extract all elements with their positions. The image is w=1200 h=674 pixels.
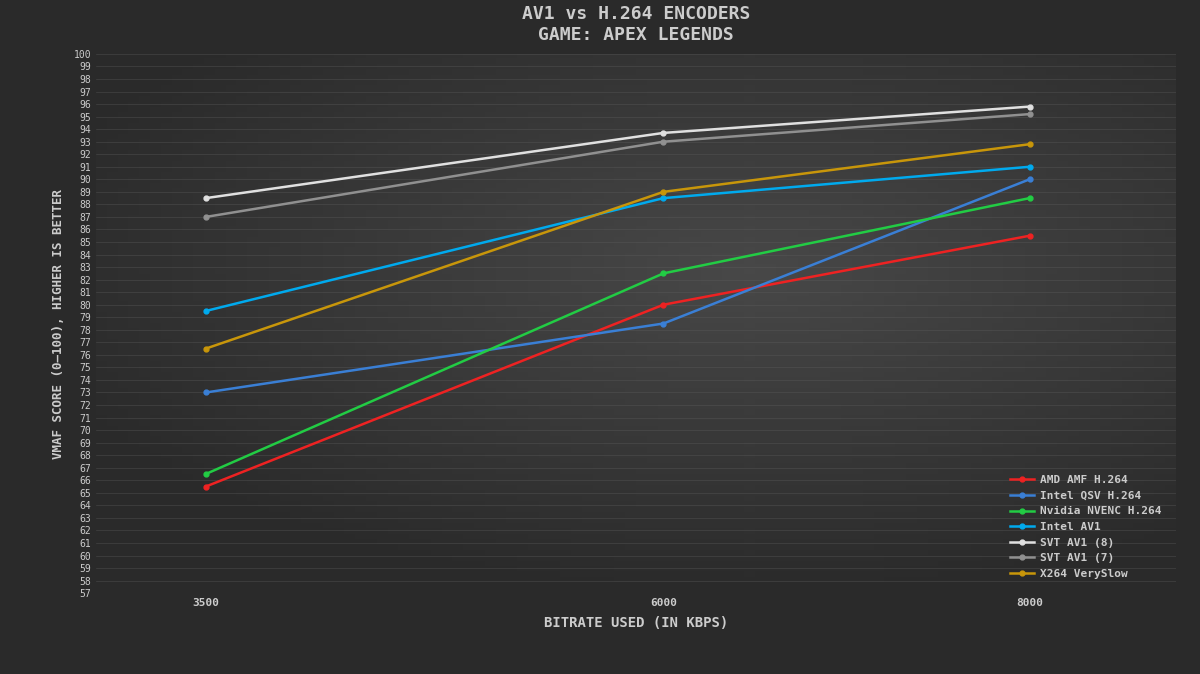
Line: SVT AV1 (8): SVT AV1 (8) — [203, 104, 1032, 201]
X264 VerySlow — [1022, 140, 1037, 148]
AMD AMF H.264 — [656, 301, 671, 309]
Nvidia NVENC H.264 — [199, 470, 214, 478]
Line: X264 VerySlow: X264 VerySlow — [203, 142, 1032, 351]
Intel QSV H.264 — [199, 388, 214, 396]
Line: Nvidia NVENC H.264: Nvidia NVENC H.264 — [203, 195, 1032, 477]
SVT AV1 (7) — [656, 137, 671, 146]
Intel QSV H.264 — [1022, 175, 1037, 183]
Intel AV1 — [1022, 162, 1037, 171]
Nvidia NVENC H.264 — [1022, 194, 1037, 202]
Line: Intel AV1: Intel AV1 — [203, 164, 1032, 313]
SVT AV1 (8) — [1022, 102, 1037, 111]
SVT AV1 (8) — [656, 129, 671, 137]
Nvidia NVENC H.264 — [656, 270, 671, 278]
SVT AV1 (8) — [199, 194, 214, 202]
Line: AMD AMF H.264: AMD AMF H.264 — [203, 233, 1032, 489]
SVT AV1 (7) — [1022, 110, 1037, 118]
AMD AMF H.264 — [199, 483, 214, 491]
Intel AV1 — [199, 307, 214, 315]
Intel QSV H.264 — [656, 319, 671, 328]
X264 VerySlow — [199, 344, 214, 353]
Legend: AMD AMF H.264, Intel QSV H.264, Nvidia NVENC H.264, Intel AV1, SVT AV1 (8), SVT : AMD AMF H.264, Intel QSV H.264, Nvidia N… — [1001, 466, 1170, 588]
Title: AV1 vs H.264 ENCODERS
GAME: APEX LEGENDS: AV1 vs H.264 ENCODERS GAME: APEX LEGENDS — [522, 5, 750, 44]
SVT AV1 (7) — [199, 213, 214, 221]
Line: SVT AV1 (7): SVT AV1 (7) — [203, 112, 1032, 219]
Y-axis label: VMAF SCORE (0–100), HIGHER IS BETTER: VMAF SCORE (0–100), HIGHER IS BETTER — [52, 189, 65, 458]
AMD AMF H.264 — [1022, 232, 1037, 240]
X-axis label: BITRATE USED (IN KBPS): BITRATE USED (IN KBPS) — [544, 616, 728, 630]
Line: Intel QSV H.264: Intel QSV H.264 — [203, 177, 1032, 395]
Intel AV1 — [656, 194, 671, 202]
X264 VerySlow — [656, 188, 671, 196]
